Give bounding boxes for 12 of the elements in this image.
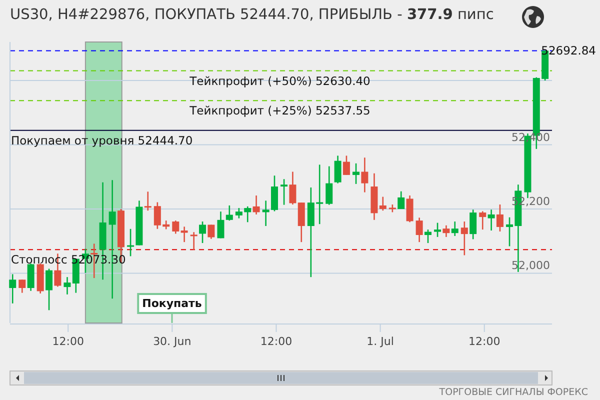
text: ТОРГОВЫЕ СИГНАЛЫ ФОРЕКС bbox=[438, 387, 588, 398]
x-tick-label: 12:00 bbox=[52, 335, 84, 348]
x-tick-label: 12:00 bbox=[260, 335, 292, 348]
ref-line-label: 52692.84 bbox=[541, 44, 596, 58]
x-tick-label: 1. Jul bbox=[366, 335, 394, 348]
ref-line-label: Тейкпрофит (+50%) 52630.40 bbox=[188, 74, 370, 88]
x-tick-label: 12:00 bbox=[468, 335, 500, 348]
chart-title: US30, H4#229876, ПОКУПАТЬ 52444.70, ПРИБЫЛЬ - 377.9 пипс bbox=[10, 7, 494, 23]
ref-line-label: Тейкпрофит (+25%) 52537.55 bbox=[188, 104, 370, 118]
ref-line-label: Покупаем от уровня 52444.70 bbox=[11, 133, 193, 148]
annotation: Покупать bbox=[142, 297, 202, 310]
x-tick-label: 30. Jun bbox=[153, 335, 192, 348]
